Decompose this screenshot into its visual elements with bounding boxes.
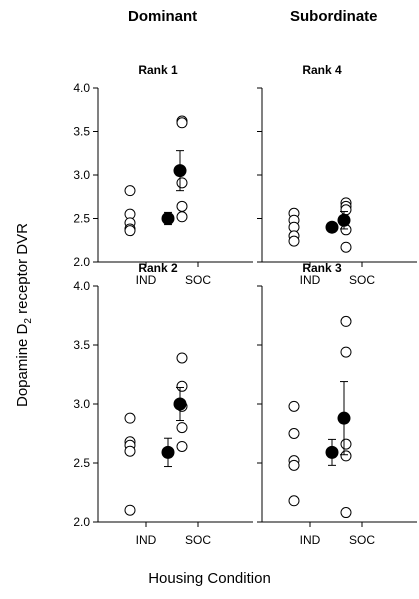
individual-point [340,450,352,462]
x-tick-label: IND [136,273,157,287]
individual-point [340,507,352,519]
x-tick-label: SOC [185,273,211,287]
y-tick-label: 2.0 [73,515,90,529]
y-tick-label: 4.0 [73,279,90,293]
y-tick-label: 2.0 [73,255,90,269]
individual-point [340,204,352,216]
panel-rank-2: Rank 2 2.0 2.5 3.0 3.5 4.0 IND SOC [73,261,253,547]
column-title-subordinate: Subordinate [290,8,378,25]
individual-point [288,428,300,439]
panel-title: Rank 4 [302,63,342,77]
mean-point [325,220,339,234]
individual-point [176,440,188,452]
x-tick-label: IND [300,533,321,547]
individual-point [176,177,188,189]
individual-point [288,235,300,247]
individual-point [124,504,136,516]
panel-rank-1: Rank 1 2.0 2.5 3.0 3.5 4.0 IND SOC [73,63,253,287]
mean-point [161,212,175,225]
x-axis-label: Housing Condition [148,570,271,587]
panel-title: Rank 3 [302,261,342,275]
y-tick-label: 3.5 [73,125,90,139]
y-tick-label: 3.0 [73,168,90,182]
individual-point [176,211,188,223]
individual-point [288,400,300,412]
panel-title: Rank 2 [138,261,178,275]
mean-point [325,445,339,459]
x-tick-label: SOC [185,533,211,547]
mean-point [337,213,351,227]
y-tick-label: 2.5 [73,212,90,226]
individual-point [176,117,188,129]
individual-point [124,185,136,197]
individual-point [176,200,188,212]
individual-point [176,422,188,434]
column-title-dominant: Dominant [128,8,198,25]
y-tick-label: 4.0 [73,81,90,95]
mean-point [173,397,187,411]
individual-point [124,225,136,237]
panel-title: Rank 1 [138,63,178,77]
individual-point [124,412,136,424]
x-tick-label: SOC [349,273,375,287]
y-tick-label: 3.0 [73,397,90,411]
individual-point [176,380,188,392]
mean-point [337,411,351,425]
individual-point [340,241,352,253]
individual-point [288,495,300,507]
panel-rank-4: Rank 4 IND SOC [257,63,417,287]
individual-point [340,346,352,358]
x-tick-label: IND [136,533,157,547]
individual-point [288,459,300,471]
individual-point [340,315,352,327]
x-tick-label: IND [300,273,321,287]
individual-point [340,438,352,450]
mean-point [161,445,175,459]
x-tick-label: SOC [349,533,375,547]
individual-point [176,352,188,364]
mean-point [173,164,187,178]
y-tick-label: 2.5 [73,456,90,470]
y-tick-label: 3.5 [73,338,90,352]
individual-point [124,445,136,457]
